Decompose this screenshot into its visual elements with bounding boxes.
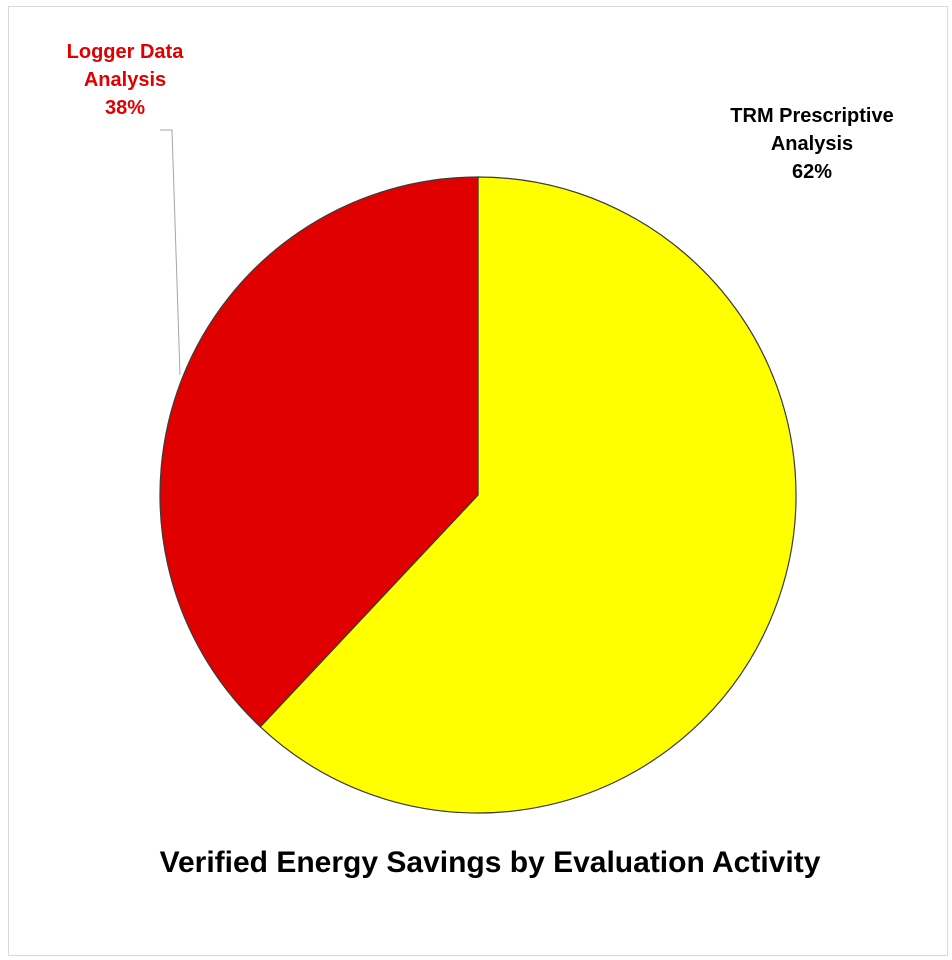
- chart-title: Verified Energy Savings by Evaluation Ac…: [159, 846, 821, 879]
- chart-frame: [8, 6, 948, 956]
- category-label: TRM Prescriptive Analysis: [730, 105, 894, 155]
- pie-slice: [159, 176, 479, 728]
- data-label: Logger Data Analysis 38%: [40, 38, 210, 122]
- data-label: TRM Prescriptive Analysis 62%: [722, 102, 902, 186]
- leader-line: [160, 129, 181, 376]
- value-label: 38%: [104, 97, 146, 119]
- category-label: Logger Data Analysis: [66, 41, 184, 91]
- pie-slice: [259, 176, 797, 814]
- value-label: 62%: [791, 161, 833, 183]
